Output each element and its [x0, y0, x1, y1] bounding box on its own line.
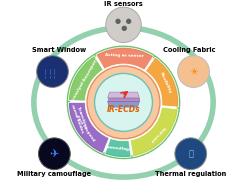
Text: ✈: ✈ — [50, 149, 59, 159]
Text: Cooling Fabric: Cooling Fabric — [163, 47, 215, 53]
Wedge shape — [96, 47, 154, 70]
Text: Thermal regulation: Thermal regulation — [155, 171, 226, 177]
Polygon shape — [108, 98, 139, 101]
Circle shape — [87, 66, 160, 139]
Text: ●  ●
 ●: ● ● ● — [115, 18, 132, 31]
Text: Military camouflage: Military camouflage — [17, 171, 91, 177]
Text: Low-cost: Low-cost — [149, 126, 166, 143]
Wedge shape — [130, 107, 178, 157]
Text: IR-ECDs: IR-ECDs — [107, 105, 140, 114]
Wedge shape — [145, 57, 179, 107]
Wedge shape — [105, 138, 131, 157]
Text: ☀: ☀ — [189, 67, 198, 77]
Text: Transition
metal oxides: Transition metal oxides — [70, 103, 89, 134]
Circle shape — [106, 7, 141, 43]
Text: Fast respond: Fast respond — [75, 115, 95, 142]
Polygon shape — [108, 92, 139, 98]
Polygon shape — [108, 101, 139, 107]
Text: Smart Window: Smart Window — [32, 47, 86, 53]
Circle shape — [175, 138, 207, 170]
Circle shape — [95, 74, 152, 131]
Text: IR sensors: IR sensors — [104, 1, 143, 7]
Text: Acting as sensor: Acting as sensor — [105, 53, 144, 58]
Text: Flexibility: Flexibility — [159, 71, 173, 94]
Circle shape — [37, 56, 68, 88]
Circle shape — [178, 56, 209, 88]
Wedge shape — [68, 56, 103, 101]
Text: 📡: 📡 — [188, 149, 193, 158]
Text: Conducting polymers: Conducting polymers — [69, 57, 97, 102]
Text: Camouflage: Camouflage — [105, 145, 133, 152]
Wedge shape — [68, 102, 109, 153]
Circle shape — [39, 138, 70, 170]
